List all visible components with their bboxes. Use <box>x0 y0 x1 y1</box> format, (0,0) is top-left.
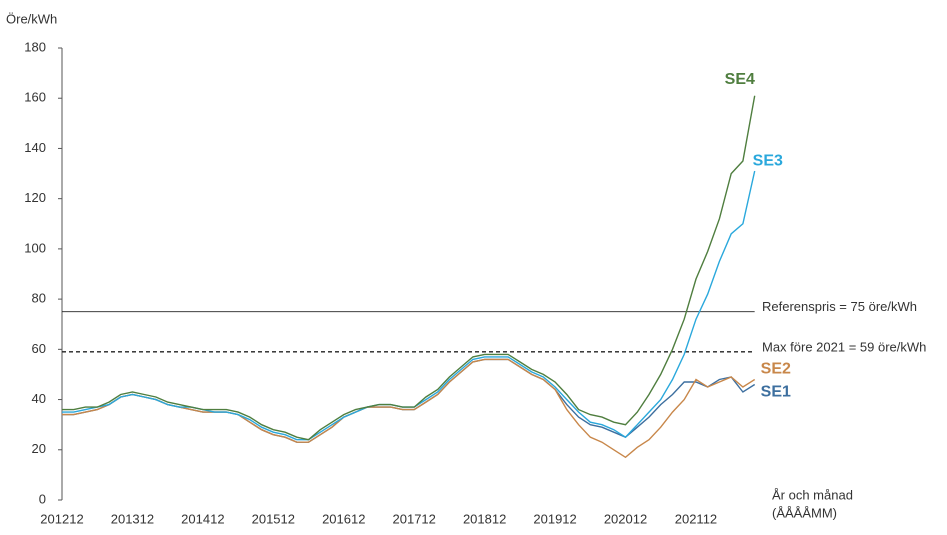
y-tick-label: 80 <box>32 291 46 306</box>
series-label: SE1 <box>761 384 791 401</box>
x-tick-label: 201812 <box>463 511 506 526</box>
series-line <box>62 95 756 441</box>
y-tick-label: 0 <box>39 491 46 506</box>
x-tick-label: 201212 <box>40 511 83 526</box>
x-tick-label: 202012 <box>604 511 647 526</box>
x-tick-label: 201312 <box>111 511 154 526</box>
x-axis-label: År och månad <box>772 487 853 502</box>
x-tick-label: 201912 <box>533 511 576 526</box>
y-tick-label: 120 <box>24 190 46 205</box>
series-label: SE4 <box>725 71 755 88</box>
reference-label: Max före 2021 = 59 öre/kWh <box>762 339 926 354</box>
y-tick-label: 100 <box>24 240 46 255</box>
x-tick-label: 201412 <box>181 511 224 526</box>
series-label: SE3 <box>753 152 783 169</box>
y-tick-label: 20 <box>32 441 46 456</box>
x-axis-label: (ÅÅÅÅMM) <box>772 505 837 520</box>
y-tick-label: 40 <box>32 391 46 406</box>
series-line <box>62 358 756 459</box>
x-tick-label: 201612 <box>322 511 365 526</box>
series-line <box>62 170 756 441</box>
y-axis-label: Öre/kWh <box>6 11 57 26</box>
x-tick-label: 201512 <box>252 511 295 526</box>
x-tick-label: 201712 <box>393 511 436 526</box>
y-tick-label: 160 <box>24 90 46 105</box>
series-label: SE2 <box>761 361 791 378</box>
y-tick-label: 60 <box>32 341 46 356</box>
x-tick-label: 202112 <box>675 511 717 526</box>
reference-label: Referenspris = 75 öre/kWh <box>762 299 917 314</box>
y-tick-label: 180 <box>24 39 46 54</box>
y-tick-label: 140 <box>24 140 46 155</box>
